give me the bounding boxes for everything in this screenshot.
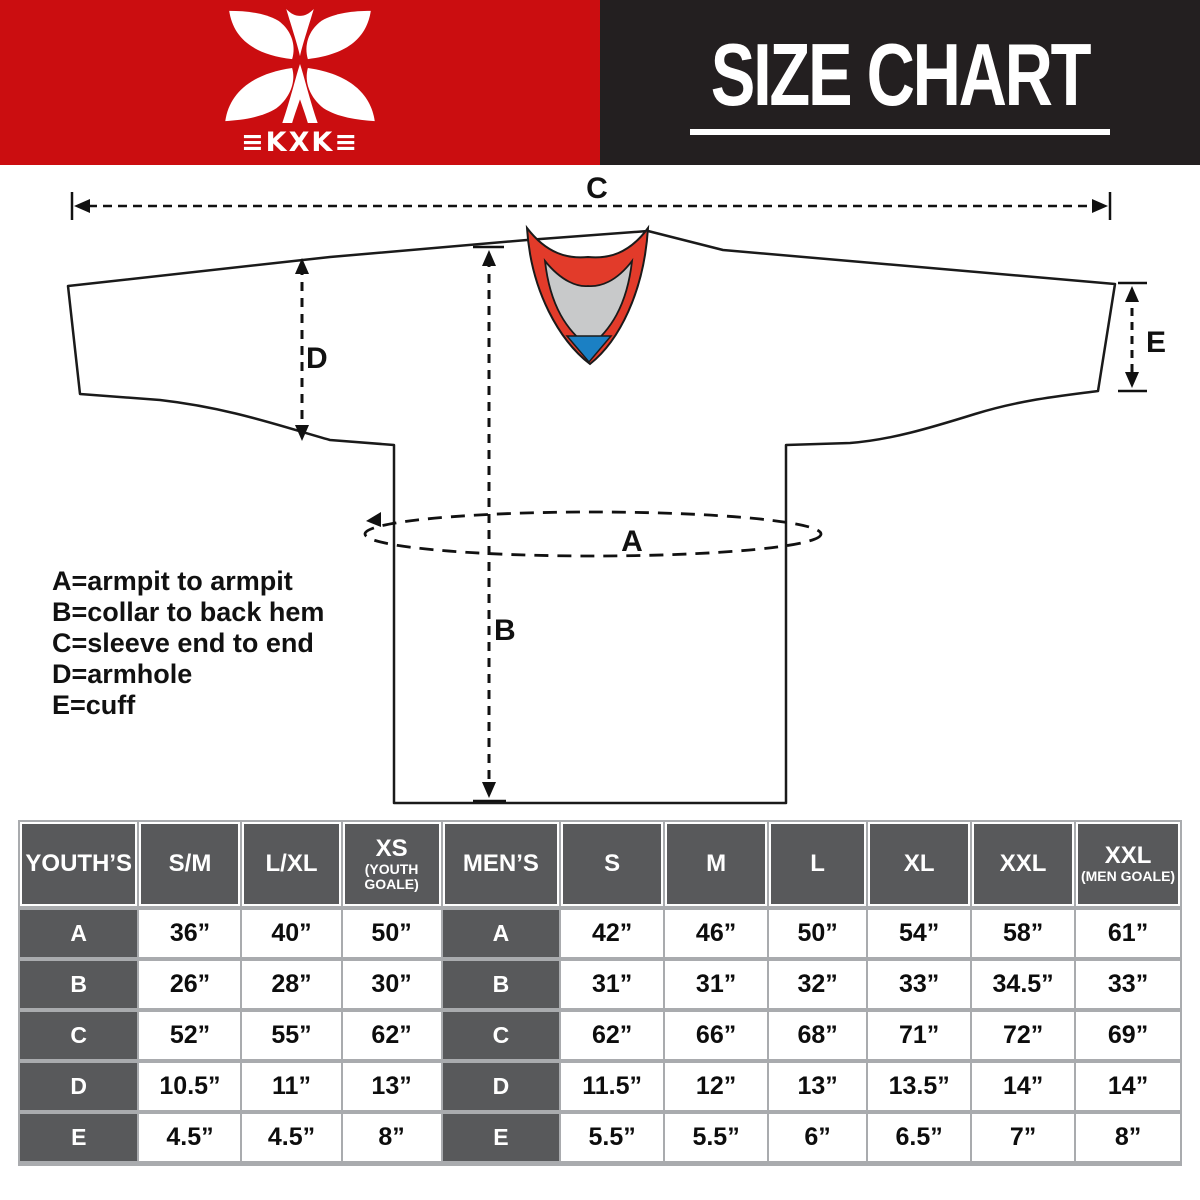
table-cell: 50” [769,910,867,957]
youth-row-label-d: D [20,1063,138,1110]
measurement-legend: A=armpit to armpit B=collar to back hem … [52,566,324,721]
dimension-label-c: C [586,172,608,205]
table-cell: 4.5” [242,1114,341,1161]
youth-row-label-c: C [20,1012,138,1059]
table-cell: 10.5” [139,1063,241,1110]
col-header-xs-youth-goalie: XS (YOUTH GOALE) [342,822,441,906]
table-cell: 62” [342,1012,441,1059]
legend-line-a: A=armpit to armpit [52,566,293,596]
collar [525,224,650,366]
table-cell: 31” [561,961,664,1008]
table-cell: 66” [665,1012,768,1059]
dimension-arrow-c: C [70,172,1112,220]
table-cell: 34.5” [972,961,1075,1008]
col-header-m: M [665,822,768,906]
youth-table-header: YOUTH’S [20,822,138,906]
table-cell: 46” [665,910,768,957]
title-panel: SIZE CHART [600,0,1200,165]
dimension-label-e: E [1146,326,1166,359]
youth-row-label-e: E [20,1114,138,1161]
col-header-xxl-men-goalie: XXL (MEN GOALE) [1076,822,1180,906]
table-cell: 33” [868,961,971,1008]
title-underline [690,128,1110,135]
dimension-arrow-e: E [1118,281,1166,393]
table-cell: 50” [342,910,441,957]
dimension-arrow-a: A [363,510,823,558]
col-header-l: L [769,822,867,906]
table-cell: 58” [972,910,1075,957]
men-row-label-e: E [442,1114,560,1161]
table-cell: 5.5” [561,1114,664,1161]
table-cell: 12” [665,1063,768,1110]
col-header-sm: S/M [139,822,241,906]
col-header-xxl: XXL [972,822,1075,906]
table-cell: 26” [139,961,241,1008]
dimension-arrow-d: D [295,258,328,441]
men-table-header: MEN’S [442,822,560,906]
table-cell: 72” [972,1012,1075,1059]
table-cell: 55” [242,1012,341,1059]
table-cell: 62” [561,1012,664,1059]
table-cell: 14” [1076,1063,1180,1110]
youth-row-label-a: A [20,910,138,957]
col-header-xl: XL [868,822,971,906]
size-table: YOUTH’S S/M L/XL XS (YOUTH GOALE) MEN’S S… [18,820,1182,1166]
table-cell: 36” [139,910,241,957]
table-cell: 69” [1076,1012,1180,1059]
brand-logo-icon [225,8,375,124]
table-cell: 14” [972,1063,1075,1110]
legend-line-e: E=cuff [52,690,136,720]
table-cell: 5.5” [665,1114,768,1161]
brand-logo-text: ≡KXK≡ [241,127,359,158]
table-cell: 32” [769,961,867,1008]
table-cell: 7” [972,1114,1075,1161]
table-cell: 28” [242,961,341,1008]
dimension-label-b: B [494,614,516,647]
page-title: SIZE CHART [710,24,1092,124]
table-cell: 30” [342,961,441,1008]
table-cell: 6” [769,1114,867,1161]
collar-inner [543,257,634,349]
table-cell: 31” [665,961,768,1008]
dimension-label-d: D [306,342,328,375]
col-header-lxl: L/XL [242,822,341,906]
table-cell: 71” [868,1012,971,1059]
jersey-measurement-diagram: C D B [66,172,1166,805]
legend-line-c: C=sleeve end to end [52,628,314,658]
collar-vee-insert [565,335,613,364]
men-row-label-b: B [442,961,560,1008]
men-row-label-a: A [442,910,560,957]
table-cell: 6.5” [868,1114,971,1161]
legend-line-d: D=armhole [52,659,193,689]
legend-line-b: B=collar to back hem [52,597,325,627]
men-row-label-c: C [442,1012,560,1059]
table-cell: 54” [868,910,971,957]
table-cell: 42” [561,910,664,957]
table-cell: 40” [242,910,341,957]
dimension-arrow-b: B [473,245,522,803]
header-banner: ≡KXK≡ SIZE CHART [0,0,1200,165]
dimension-label-a: A [621,525,643,558]
table-cell: 52” [139,1012,241,1059]
table-cell: 13” [342,1063,441,1110]
table-cell: 61” [1076,910,1180,957]
table-cell: 68” [769,1012,867,1059]
table-cell: 8” [1076,1114,1180,1161]
men-row-label-d: D [442,1063,560,1110]
table-cell: 4.5” [139,1114,241,1161]
table-cell: 11.5” [561,1063,664,1110]
table-cell: 8” [342,1114,441,1161]
table-cell: 11” [242,1063,341,1110]
col-header-s: S [561,822,664,906]
youth-row-label-b: B [20,961,138,1008]
table-cell: 33” [1076,961,1180,1008]
table-cell: 13” [769,1063,867,1110]
table-cell: 13.5” [868,1063,971,1110]
jersey-outline [66,229,1117,805]
brand-panel: ≡KXK≡ [0,0,600,165]
